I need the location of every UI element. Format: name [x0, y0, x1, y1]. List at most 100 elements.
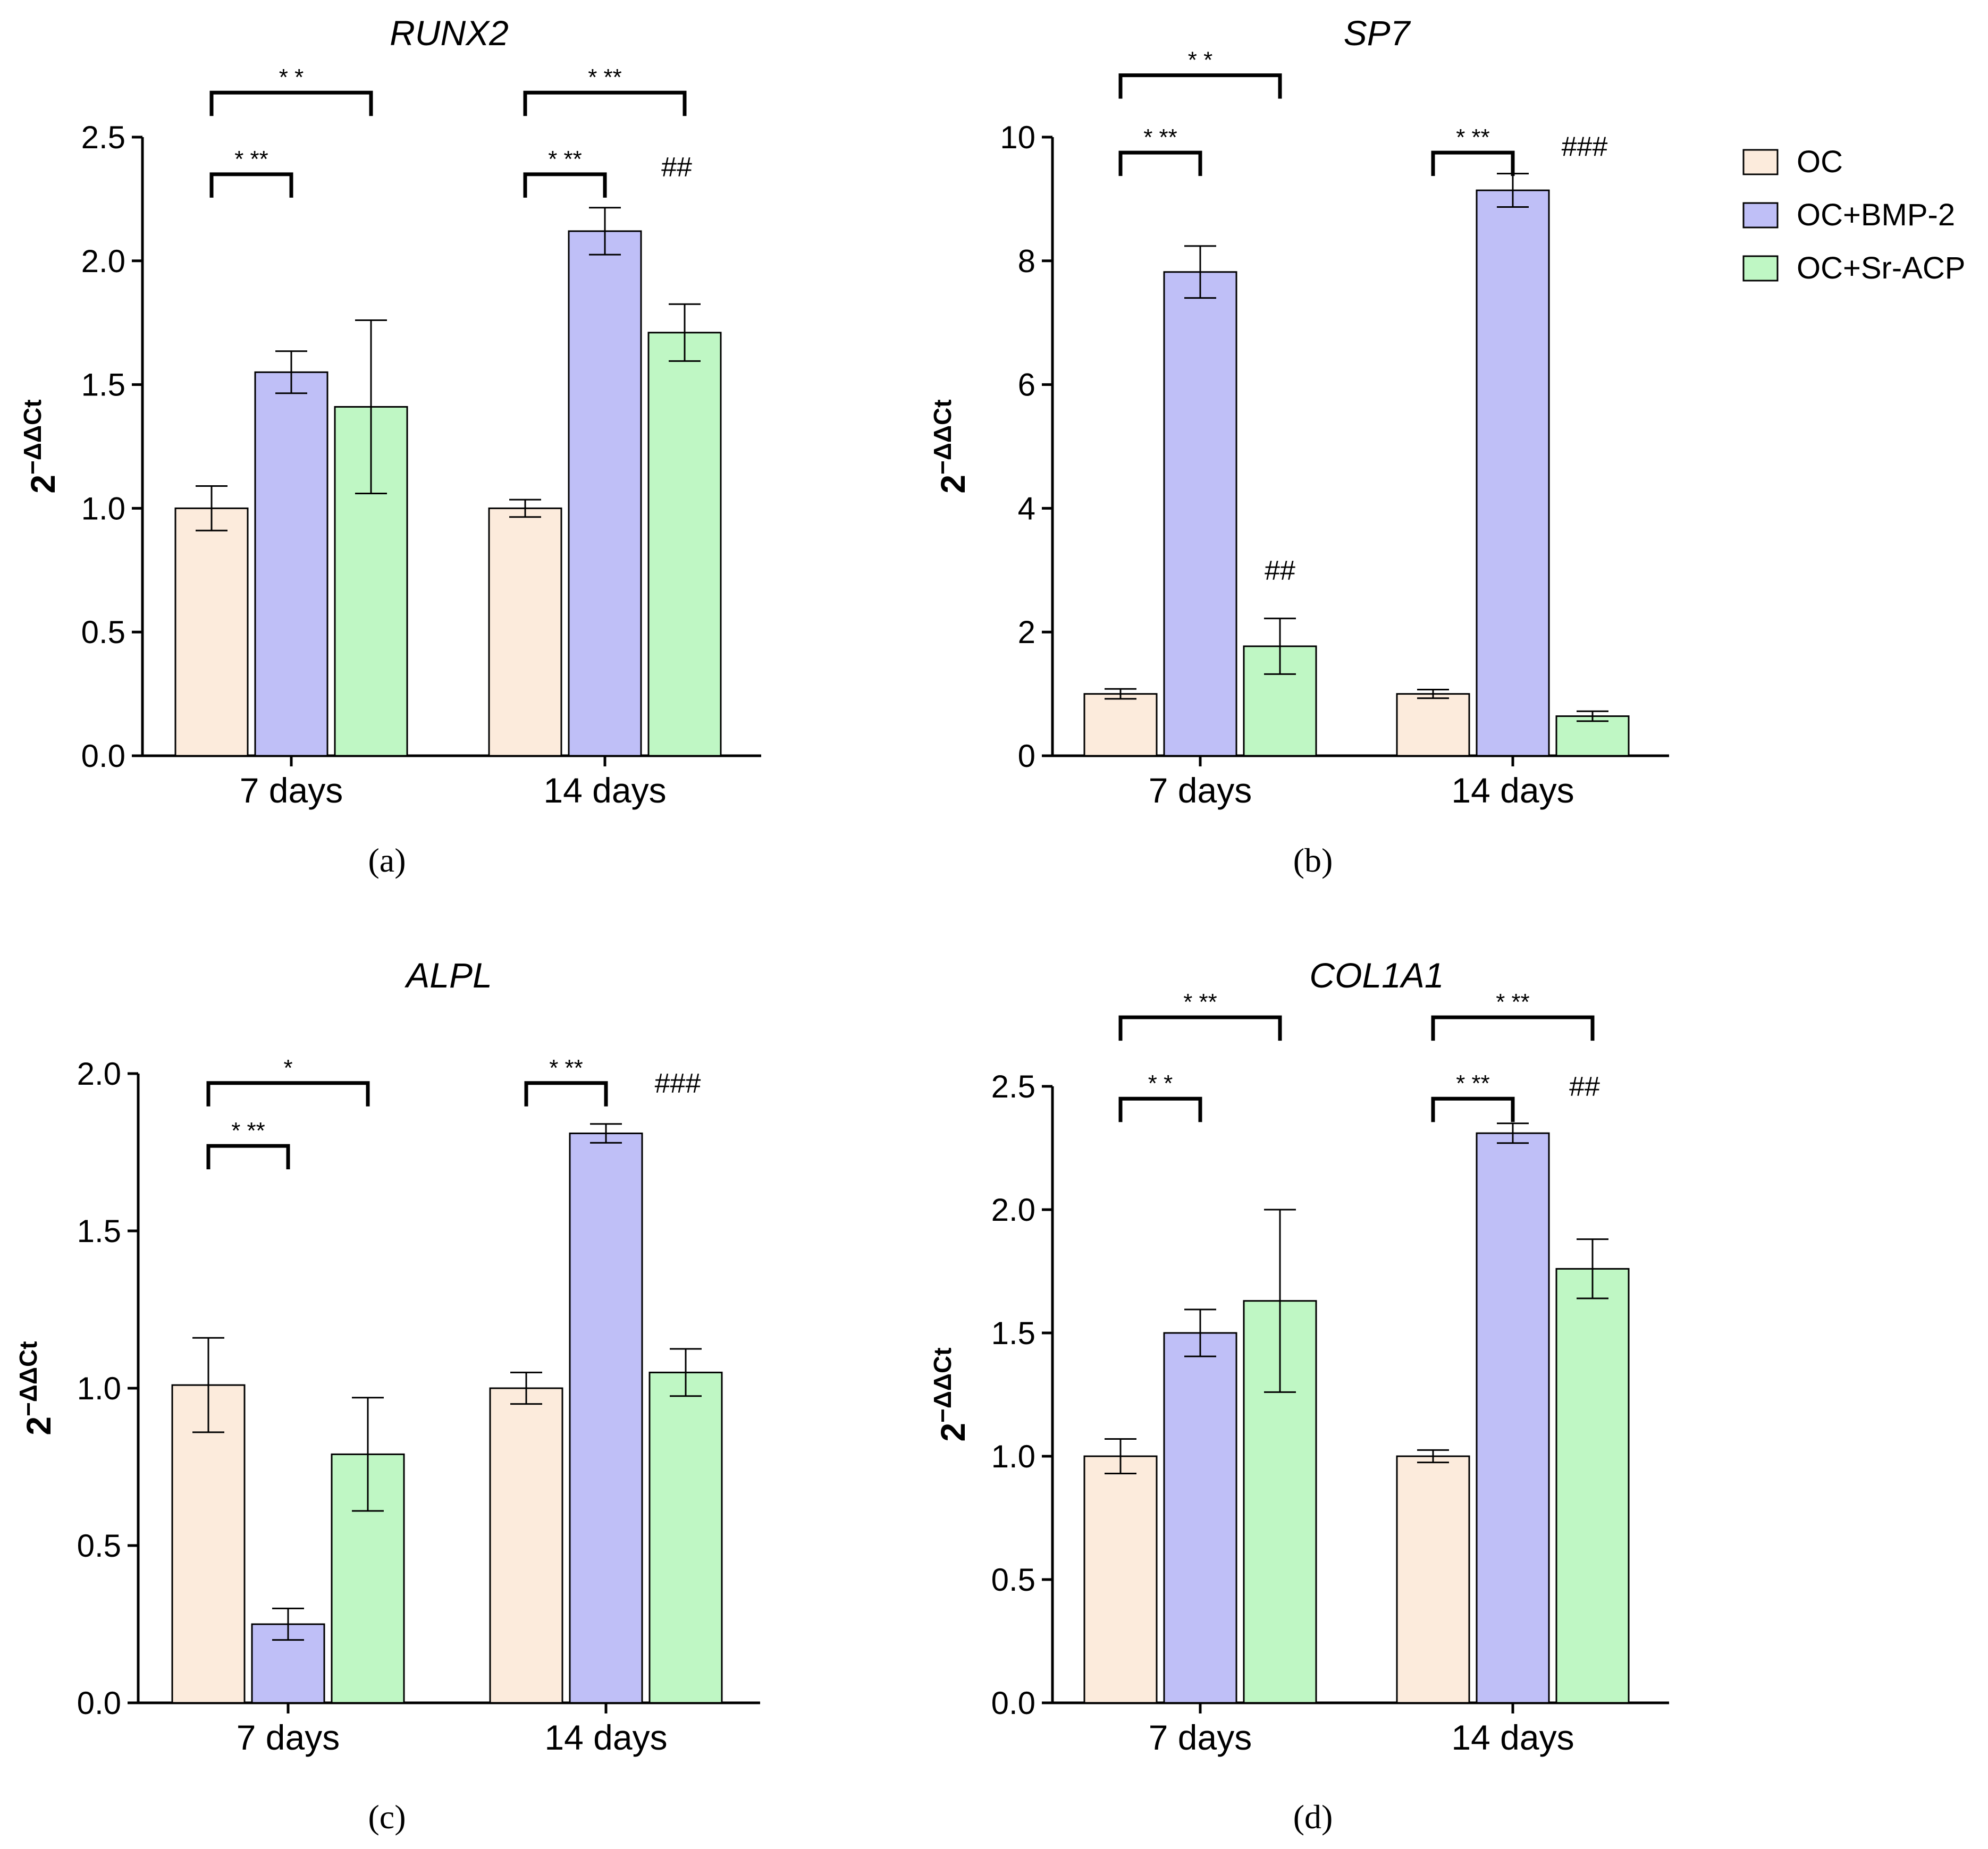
bar-oc-bmp-2	[1163, 271, 1237, 757]
significance-label: * **	[1456, 1070, 1490, 1096]
y-tick-label: 1.0	[81, 491, 125, 526]
panel-caption: (a)	[368, 841, 406, 879]
significance-bracket	[523, 90, 687, 116]
y-tick-label: 2.5	[991, 1069, 1035, 1104]
panel-caption: (c)	[368, 1798, 406, 1836]
y-tick-label: 1.5	[81, 367, 125, 403]
y-axis-label-sup: −ΔΔCt	[19, 399, 46, 475]
y-axis-label-base: 2	[934, 475, 972, 494]
significance-bracket	[1431, 1096, 1515, 1122]
bar-oc	[1083, 1455, 1158, 1704]
chart-panel-c: ALPL 0.0 0.5 1.0 1.5 2.0 2−ΔΔCt 7 days 14 days * …	[14, 956, 760, 1836]
significance-bracket	[1431, 150, 1515, 176]
legend-label: OC	[1797, 145, 1843, 179]
hash-label: ##	[661, 152, 692, 183]
chart-title: RUNX2	[390, 13, 509, 53]
bar-oc	[1396, 693, 1470, 757]
significance-bracket	[1118, 1015, 1282, 1041]
x-tick-label: 14 days	[544, 1718, 667, 1757]
x-tick-label: 14 days	[1451, 1718, 1574, 1757]
y-axis-label: 2−ΔΔCt	[19, 399, 62, 493]
x-tick-label: 7 days	[1149, 771, 1252, 810]
bar-oc-bmp-2	[569, 1132, 643, 1704]
significance-bracket	[1118, 73, 1282, 99]
y-tick-label: 2	[1018, 614, 1035, 650]
y-tick-label: 0.5	[77, 1528, 121, 1564]
chart-panel-a: RUNX2 0.0 0.5 1.0 1.5 2.0 2.5 2−ΔΔCt 7 days 14 da…	[19, 13, 761, 879]
significance-label: * *	[1188, 47, 1212, 73]
y-axis-label-sup: −ΔΔCt	[929, 399, 956, 475]
significance-bracket	[206, 1081, 370, 1107]
y-tick-label: 4	[1018, 491, 1035, 526]
significance-label: * *	[279, 64, 304, 90]
chart-panel-d: COL1A1 0.0 0.5 1.0 1.5 2.0 2.5 2−ΔΔCt 7 days 14 d…	[929, 956, 1669, 1836]
bar-oc	[174, 507, 249, 757]
bar-oc-bmp-2	[1476, 189, 1550, 757]
significance-label: * **	[548, 146, 582, 172]
y-axis-label: 2−ΔΔCt	[929, 1347, 972, 1441]
y-axis-label-base: 2	[934, 1423, 972, 1442]
significance-bracket	[206, 1144, 290, 1170]
x-tick-label: 7 days	[1149, 1718, 1252, 1757]
y-tick-label: 0.0	[991, 1685, 1035, 1721]
y-axis-label: 2−ΔΔCt	[929, 399, 972, 493]
x-tick-label: 7 days	[237, 1718, 340, 1757]
y-tick-label: 6	[1018, 367, 1035, 403]
y-axis-label: 2−ΔΔCt	[14, 1341, 58, 1435]
y-axis-label-sup: −ΔΔCt	[14, 1341, 42, 1416]
y-tick-label: 0.0	[81, 738, 125, 774]
significance-label: * **	[231, 1118, 265, 1144]
significance-bracket	[1118, 1096, 1202, 1122]
y-axis-label-sup: −ΔΔCt	[929, 1347, 956, 1423]
chart-title: SP7	[1344, 13, 1411, 53]
y-tick-label: 0.5	[81, 614, 125, 650]
chart-title: ALPL	[404, 956, 492, 995]
significance-bracket	[523, 172, 607, 198]
panel-caption: (b)	[1293, 841, 1333, 879]
hash-label: ###	[655, 1068, 701, 1099]
bar-oc	[1396, 1455, 1470, 1704]
bar-oc-sr-acp	[1555, 1268, 1630, 1704]
y-tick-label: 8	[1018, 243, 1035, 279]
bar-oc	[171, 1384, 246, 1704]
bar-oc-sr-acp	[1555, 715, 1630, 757]
bar-oc-bmp-2	[568, 230, 642, 757]
chart-title: COL1A1	[1309, 956, 1444, 995]
bar-oc-bmp-2	[1163, 1332, 1237, 1704]
significance-label: * **	[1143, 124, 1177, 150]
significance-bracket	[1431, 1015, 1595, 1041]
bar-oc	[1083, 693, 1158, 757]
legend-swatch	[1742, 255, 1779, 282]
bar-oc-sr-acp	[647, 332, 722, 757]
x-tick-label: 14 days	[543, 771, 666, 810]
significance-label: * **	[549, 1055, 583, 1081]
y-tick-label: 10	[1000, 120, 1035, 155]
bar-oc-bmp-2	[1476, 1132, 1550, 1704]
y-tick-label: 0	[1018, 738, 1035, 774]
y-axis-label-base: 2	[20, 1416, 58, 1436]
significance-label: * **	[588, 64, 622, 90]
y-tick-label: 0.5	[991, 1562, 1035, 1598]
y-axis-label-base: 2	[24, 475, 62, 494]
x-tick-label: 14 days	[1451, 771, 1574, 810]
significance-bracket	[209, 90, 373, 116]
x-tick-label: 7 days	[240, 771, 343, 810]
significance-label: * **	[1496, 989, 1530, 1015]
hash-label: ###	[1562, 131, 1608, 162]
y-tick-label: 2.5	[81, 120, 125, 155]
y-tick-label: 0.0	[77, 1685, 121, 1721]
y-tick-label: 2.0	[77, 1056, 121, 1092]
significance-bracket	[524, 1081, 608, 1107]
significance-bracket	[209, 172, 293, 198]
significance-label: *	[283, 1055, 292, 1081]
legend-label: OC+BMP-2	[1797, 198, 1955, 232]
significance-label: * **	[234, 146, 268, 172]
bar-oc-sr-acp	[648, 1371, 723, 1704]
y-tick-label: 1.0	[991, 1439, 1035, 1474]
legend-swatch	[1742, 202, 1779, 229]
significance-label: * **	[1456, 124, 1490, 150]
